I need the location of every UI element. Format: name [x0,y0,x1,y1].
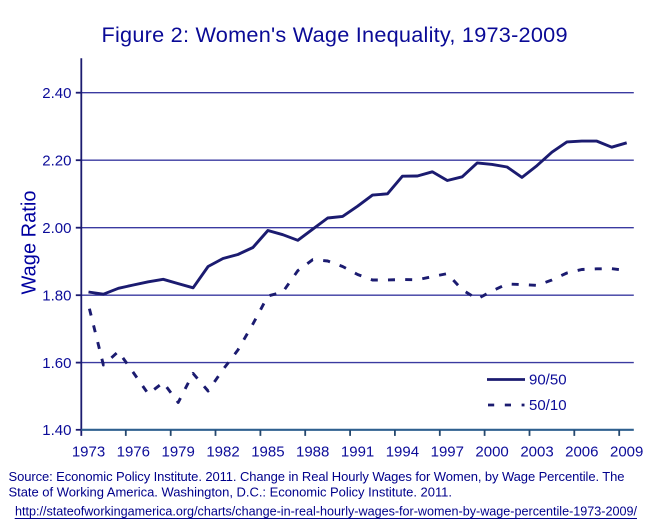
svg-text:Source: Economic Policy Instit: Source: Economic Policy Institute. 2011.… [9,469,625,484]
svg-text:1.80: 1.80 [42,288,71,305]
svg-text:1.40: 1.40 [42,422,71,439]
svg-text:2.40: 2.40 [42,85,71,102]
svg-text:1985: 1985 [251,444,284,461]
svg-text:2.20: 2.20 [42,153,71,170]
svg-text:Figure 2: Women's Wage Inequal: Figure 2: Women's Wage Inequality, 1973-… [102,22,568,47]
svg-text:1988: 1988 [296,444,329,461]
svg-text:http://stateofworkingamerica.o: http://stateofworkingamerica.org/charts/… [15,505,638,519]
svg-text:2.00: 2.00 [42,220,71,237]
svg-text:1973: 1973 [72,444,105,461]
svg-text:2009: 2009 [610,444,643,461]
svg-text:State of Working America. Wash: State of Working America. Washington, D.… [9,485,453,500]
svg-text:50/10: 50/10 [529,397,567,414]
svg-text:1991: 1991 [341,444,374,461]
svg-text:2006: 2006 [565,444,598,461]
svg-text:1976: 1976 [117,444,150,461]
svg-text:1979: 1979 [162,444,195,461]
svg-text:1994: 1994 [386,444,419,461]
svg-text:90/50: 90/50 [529,371,567,388]
svg-text:2003: 2003 [520,444,553,461]
svg-text:Wage Ratio: Wage Ratio [19,191,41,295]
svg-text:1.60: 1.60 [42,355,71,372]
svg-text:1982: 1982 [206,444,239,461]
svg-text:1997: 1997 [431,444,464,461]
svg-text:2000: 2000 [475,444,508,461]
